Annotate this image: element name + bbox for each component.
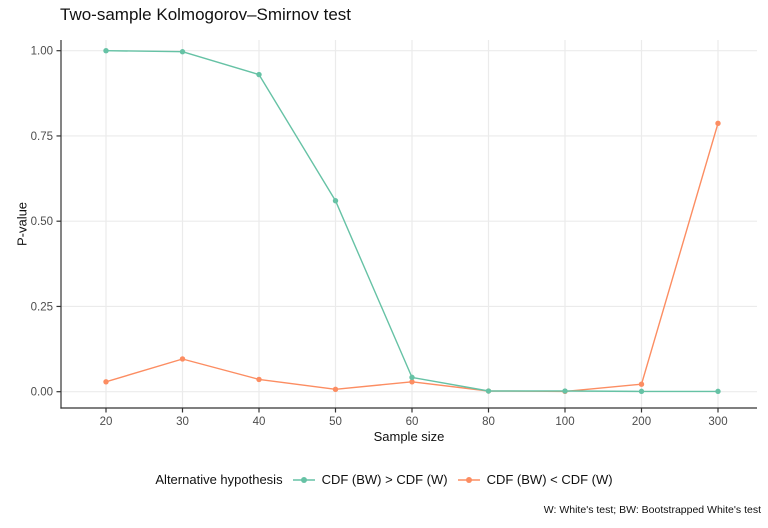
data-point bbox=[256, 376, 262, 383]
y-tick-label: 0.50 bbox=[31, 216, 53, 228]
data-point bbox=[638, 381, 645, 387]
data-point bbox=[332, 198, 339, 204]
data-point bbox=[715, 388, 721, 395]
data-point bbox=[103, 48, 109, 54]
x-tick-label: 50 bbox=[329, 416, 342, 428]
legend-title: Alternative hypothesis bbox=[155, 472, 283, 487]
x-tick-label: 200 bbox=[632, 416, 651, 428]
data-point bbox=[562, 388, 568, 394]
data-point bbox=[332, 386, 339, 393]
x-tick-label: 60 bbox=[406, 416, 419, 428]
data-point bbox=[409, 374, 415, 381]
legend-item-label: CDF (BW) < CDF (W) bbox=[486, 472, 613, 487]
x-tick-label: 100 bbox=[555, 416, 574, 428]
x-tick-label: 20 bbox=[100, 416, 113, 428]
data-point bbox=[715, 120, 721, 127]
data-point bbox=[179, 356, 186, 362]
data-point bbox=[409, 379, 415, 385]
legend-item-label: CDF (BW) > CDF (W) bbox=[321, 472, 448, 487]
chart-title: Two-sample Kolmogorov–Smirnov test bbox=[60, 5, 352, 24]
y-tick-label: 0.75 bbox=[31, 131, 53, 143]
legend-key-line-dot-icon bbox=[292, 474, 316, 486]
x-tick-label: 80 bbox=[482, 416, 495, 428]
legend-key-line-dot-icon bbox=[457, 474, 481, 486]
legend-item-cdf-bw-lt: CDF (BW) < CDF (W) bbox=[457, 472, 613, 487]
y-tick-label: 0.25 bbox=[31, 301, 53, 313]
legend-item-cdf-bw-gt: CDF (BW) > CDF (W) bbox=[292, 472, 448, 487]
y-tick-label: 0.00 bbox=[31, 387, 53, 399]
legend: Alternative hypothesis CDF (BW) > CDF (W… bbox=[0, 472, 768, 487]
y-tick-label: 1.00 bbox=[31, 46, 53, 58]
data-point bbox=[638, 388, 645, 395]
data-point bbox=[103, 379, 109, 385]
x-axis-title: Sample size bbox=[373, 429, 445, 444]
data-point bbox=[256, 71, 262, 78]
caption-note: W: White's test; BW: Bootstrapped White'… bbox=[543, 504, 761, 516]
x-tick-label: 40 bbox=[253, 416, 266, 428]
x-tick-label: 30 bbox=[176, 416, 189, 428]
data-point bbox=[179, 49, 186, 55]
data-point bbox=[485, 388, 492, 394]
x-tick-label: 300 bbox=[708, 416, 727, 428]
